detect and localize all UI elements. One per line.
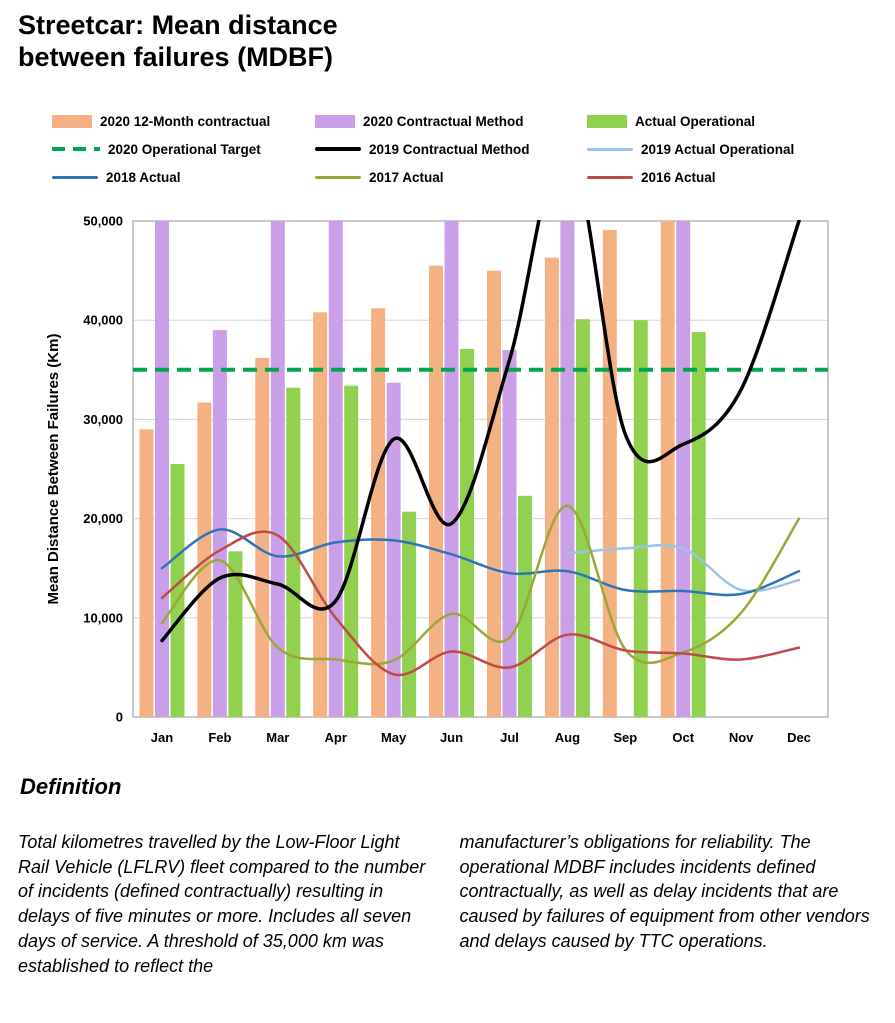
chart-legend: 2020 12-Month contractual 2020 Contractua…	[52, 114, 877, 185]
legend-swatch-bar	[587, 114, 627, 128]
x-axis-label: Dec	[787, 730, 811, 745]
legend-swatch-bar	[315, 114, 355, 128]
plot-border	[132, 220, 829, 718]
definition-text: Total kilometres travelled by the Low-Fl…	[18, 830, 877, 979]
bar-actual-operational	[460, 348, 474, 717]
legend-item-label: 2017 Actual	[369, 169, 444, 185]
definition-text-right: manufacturer’s obligations for reliabili…	[459, 831, 870, 952]
y-tick-label: 0	[116, 709, 123, 724]
bar-2020-12-month-contractual	[660, 220, 675, 717]
bar-actual-operational	[691, 331, 706, 717]
page-title-line2: between failures (MDBF)	[18, 41, 334, 72]
legend-item: 2019 Actual Operational	[587, 142, 877, 157]
bar-2020-12-month-contractual	[255, 357, 270, 717]
legend-item-label: Actual Operational	[635, 113, 756, 129]
y-tick-label: 20,000	[83, 511, 123, 526]
legend-swatch-line	[587, 147, 633, 151]
x-axis-label: Aug	[555, 730, 580, 745]
bar-actual-operational	[228, 551, 243, 717]
line-2017-actual	[160, 504, 801, 666]
y-tick-label: 40,000	[83, 312, 123, 327]
legend-item: 2020 Contractual Method	[315, 114, 587, 129]
legend-swatch-line	[52, 175, 98, 179]
page-title-line1: Streetcar: Mean distance	[18, 10, 338, 40]
bar-2020-contractual-method	[676, 220, 691, 717]
legend-item-label: 2020 12-Month contractual	[100, 113, 271, 129]
bar-2020-12-month-contractual	[544, 257, 559, 717]
bar-2020-contractual-method	[212, 329, 227, 717]
bar-2020-12-month-contractual	[371, 308, 386, 717]
bar-2020-contractual-method	[386, 382, 401, 717]
y-tick-label: 50,000	[83, 213, 123, 228]
x-axis-label: Jul	[500, 730, 519, 745]
line-2018-actual	[160, 527, 801, 596]
legend-swatch-line	[587, 175, 633, 179]
x-axis-label: Apr	[325, 730, 347, 745]
mdbf-chart: 0 10,000 20,000 30,000 40,000 50,000 Jan Feb Mar…	[38, 211, 877, 760]
legend-item: 2017 Actual	[315, 170, 587, 185]
legend-swatch-line	[315, 147, 361, 152]
definition-heading: Definition	[20, 773, 122, 799]
bar-2020-12-month-contractual	[487, 270, 501, 717]
bar-actual-operational	[170, 463, 185, 717]
legend-item: 2018 Actual	[52, 170, 315, 185]
legend-item-label: 2019 Actual Operational	[641, 141, 795, 157]
y-tick-label: 30,000	[83, 412, 123, 427]
bar-actual-operational	[575, 318, 590, 717]
x-axis-label: Jan	[151, 730, 173, 745]
legend-item-label: 2016 Actual	[641, 169, 716, 185]
legend-swatch-line	[315, 175, 361, 179]
y-tick-label: 10,000	[83, 610, 123, 625]
definition-text-left: Total kilometres travelled by the Low-Fl…	[18, 831, 426, 976]
report-page: Streetcar: Mean distance between failures…	[18, 10, 877, 979]
legend-item: 2019 Contractual Method	[315, 142, 587, 157]
page-title: Streetcar: Mean distance between failures…	[18, 10, 877, 74]
x-axis-label: Mar	[266, 730, 289, 745]
x-axis-label: Jun	[440, 730, 463, 745]
bar-2020-contractual-method	[444, 220, 459, 717]
legend-swatch-dashed-line	[52, 147, 100, 152]
bar-2020-12-month-contractual	[139, 429, 154, 717]
bar-2020-contractual-method	[502, 349, 517, 717]
legend-item-label: 2020 Contractual Method	[363, 113, 524, 129]
legend-item-label: 2019 Contractual Method	[369, 141, 530, 157]
bar-2020-contractual-method	[560, 220, 575, 717]
bar-2020-12-month-contractual	[429, 265, 443, 717]
legend-item: 2020 12-Month contractual	[52, 114, 315, 129]
y-axis-title: Mean Distance Between Failures (Km)	[45, 333, 62, 604]
legend-item: Actual Operational	[587, 114, 877, 129]
bar-2020-contractual-method	[155, 220, 169, 717]
bar-2020-12-month-contractual	[313, 312, 328, 717]
bar-actual-operational	[633, 319, 648, 717]
x-axis-label: Nov	[729, 730, 754, 745]
legend-item-label: 2018 Actual	[106, 169, 181, 185]
chart-plot: 0 10,000 20,000 30,000 40,000 50,000 Jan Feb Mar…	[45, 213, 829, 745]
line-2019-contractual-method	[160, 219, 801, 643]
x-axis-label: Feb	[208, 730, 231, 745]
legend-item: 2020 Operational Target	[52, 142, 315, 157]
bar-actual-operational	[402, 511, 417, 717]
legend-item-label: 2020 Operational Target	[108, 141, 261, 157]
line-2016-actual	[160, 530, 801, 677]
legend-item: 2016 Actual	[587, 170, 877, 185]
bar-2020-contractual-method	[328, 220, 343, 717]
x-axis-label: May	[381, 730, 407, 745]
x-axis-label: Sep	[613, 730, 637, 745]
bar-2020-contractual-method	[270, 220, 285, 717]
x-axis-label: Oct	[672, 730, 694, 745]
legend-swatch-bar	[52, 114, 92, 128]
